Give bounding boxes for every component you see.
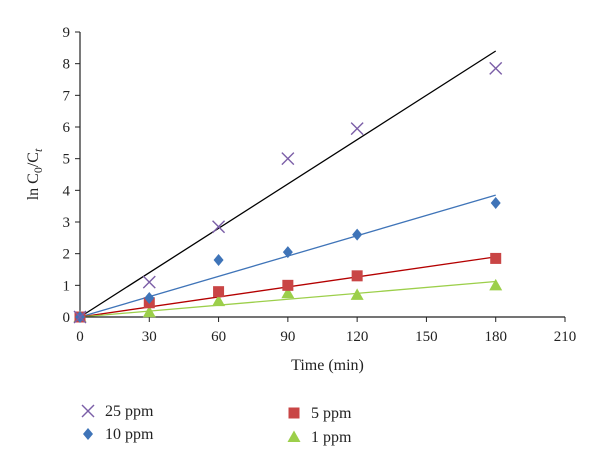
- x-marker: [281, 152, 295, 166]
- y-axis-title: ln C0/Ct: [25, 148, 45, 200]
- fit-line: [79, 50, 497, 318]
- diamond-marker: [352, 228, 363, 241]
- triangle-marker: [281, 286, 295, 299]
- square-marker: [282, 279, 294, 291]
- triangle-marker: [350, 288, 364, 300]
- diamond-marker: [144, 292, 155, 304]
- x-marker-stroke: [350, 122, 364, 136]
- triangle-marker: [287, 430, 301, 442]
- legend: 25 ppm 10 ppm 5 ppm 1 ppm: [81, 403, 352, 446]
- legend-label: 1 ppm: [311, 429, 352, 446]
- x-tick-label: 90: [280, 329, 295, 345]
- x-marker: [73, 310, 87, 324]
- y-axis-title-slash: /C: [25, 152, 42, 167]
- y-tick-label: 8: [63, 57, 71, 73]
- y-tick-label: 1: [63, 278, 71, 294]
- square-marker: [213, 286, 225, 298]
- y-axis-title-sub0: 0: [31, 167, 45, 173]
- data-points: [73, 61, 503, 324]
- legend-label: 10 ppm: [105, 426, 154, 443]
- square-marker: [351, 270, 363, 282]
- y-tick-label: 6: [63, 120, 71, 136]
- triangle-marker: [212, 294, 226, 307]
- x-marker-stroke: [281, 152, 295, 166]
- x-marker: [350, 122, 364, 136]
- axes: [79, 32, 565, 318]
- x-tick-label: 180: [484, 329, 507, 345]
- y-tick-label: 4: [63, 183, 71, 199]
- y-tick-label: 0: [63, 310, 71, 326]
- fit-lines: [79, 50, 497, 318]
- y-tick-label: 9: [63, 25, 71, 41]
- triangle-marker: [142, 305, 156, 318]
- ticks: 0 30 60 90 120 150 180 210 0 1 2 3 4 5 6 7 8 9: [63, 25, 577, 345]
- y-tick-label: 7: [63, 88, 71, 104]
- x-marker-stroke: [81, 404, 95, 418]
- x-marker-stroke: [212, 220, 226, 234]
- square-marker: [490, 252, 502, 264]
- x-axis-title: Time (min): [291, 357, 364, 374]
- y-tick-label: 2: [63, 247, 71, 263]
- x-marker-stroke: [73, 310, 87, 324]
- legend-label: 5 ppm: [311, 405, 352, 422]
- legend-label: 25 ppm: [105, 403, 154, 420]
- y-axis-title-subt: t: [31, 148, 45, 152]
- x-marker: [142, 275, 156, 289]
- x-marker: [81, 404, 95, 418]
- x-tick-label: 120: [346, 329, 369, 345]
- diamond-marker: [213, 254, 224, 266]
- diamond-marker: [282, 246, 293, 259]
- diamond-marker: [490, 197, 501, 209]
- diamond-marker: [83, 428, 93, 440]
- x-marker-stroke: [142, 275, 156, 289]
- triangle-marker: [489, 278, 503, 291]
- x-marker: [489, 61, 503, 75]
- x-marker-stroke: [489, 61, 503, 75]
- x-tick-label: 60: [211, 329, 226, 345]
- x-tick-label: 30: [142, 329, 157, 345]
- y-tick-label: 3: [63, 215, 71, 231]
- x-marker: [212, 220, 226, 234]
- x-tick-label: 0: [76, 329, 84, 345]
- y-axis-title-base: ln C: [25, 173, 42, 200]
- x-tick-label: 150: [415, 329, 438, 345]
- y-tick-label: 5: [63, 152, 71, 168]
- x-tick-label: 210: [554, 329, 577, 345]
- square-marker: [288, 407, 300, 419]
